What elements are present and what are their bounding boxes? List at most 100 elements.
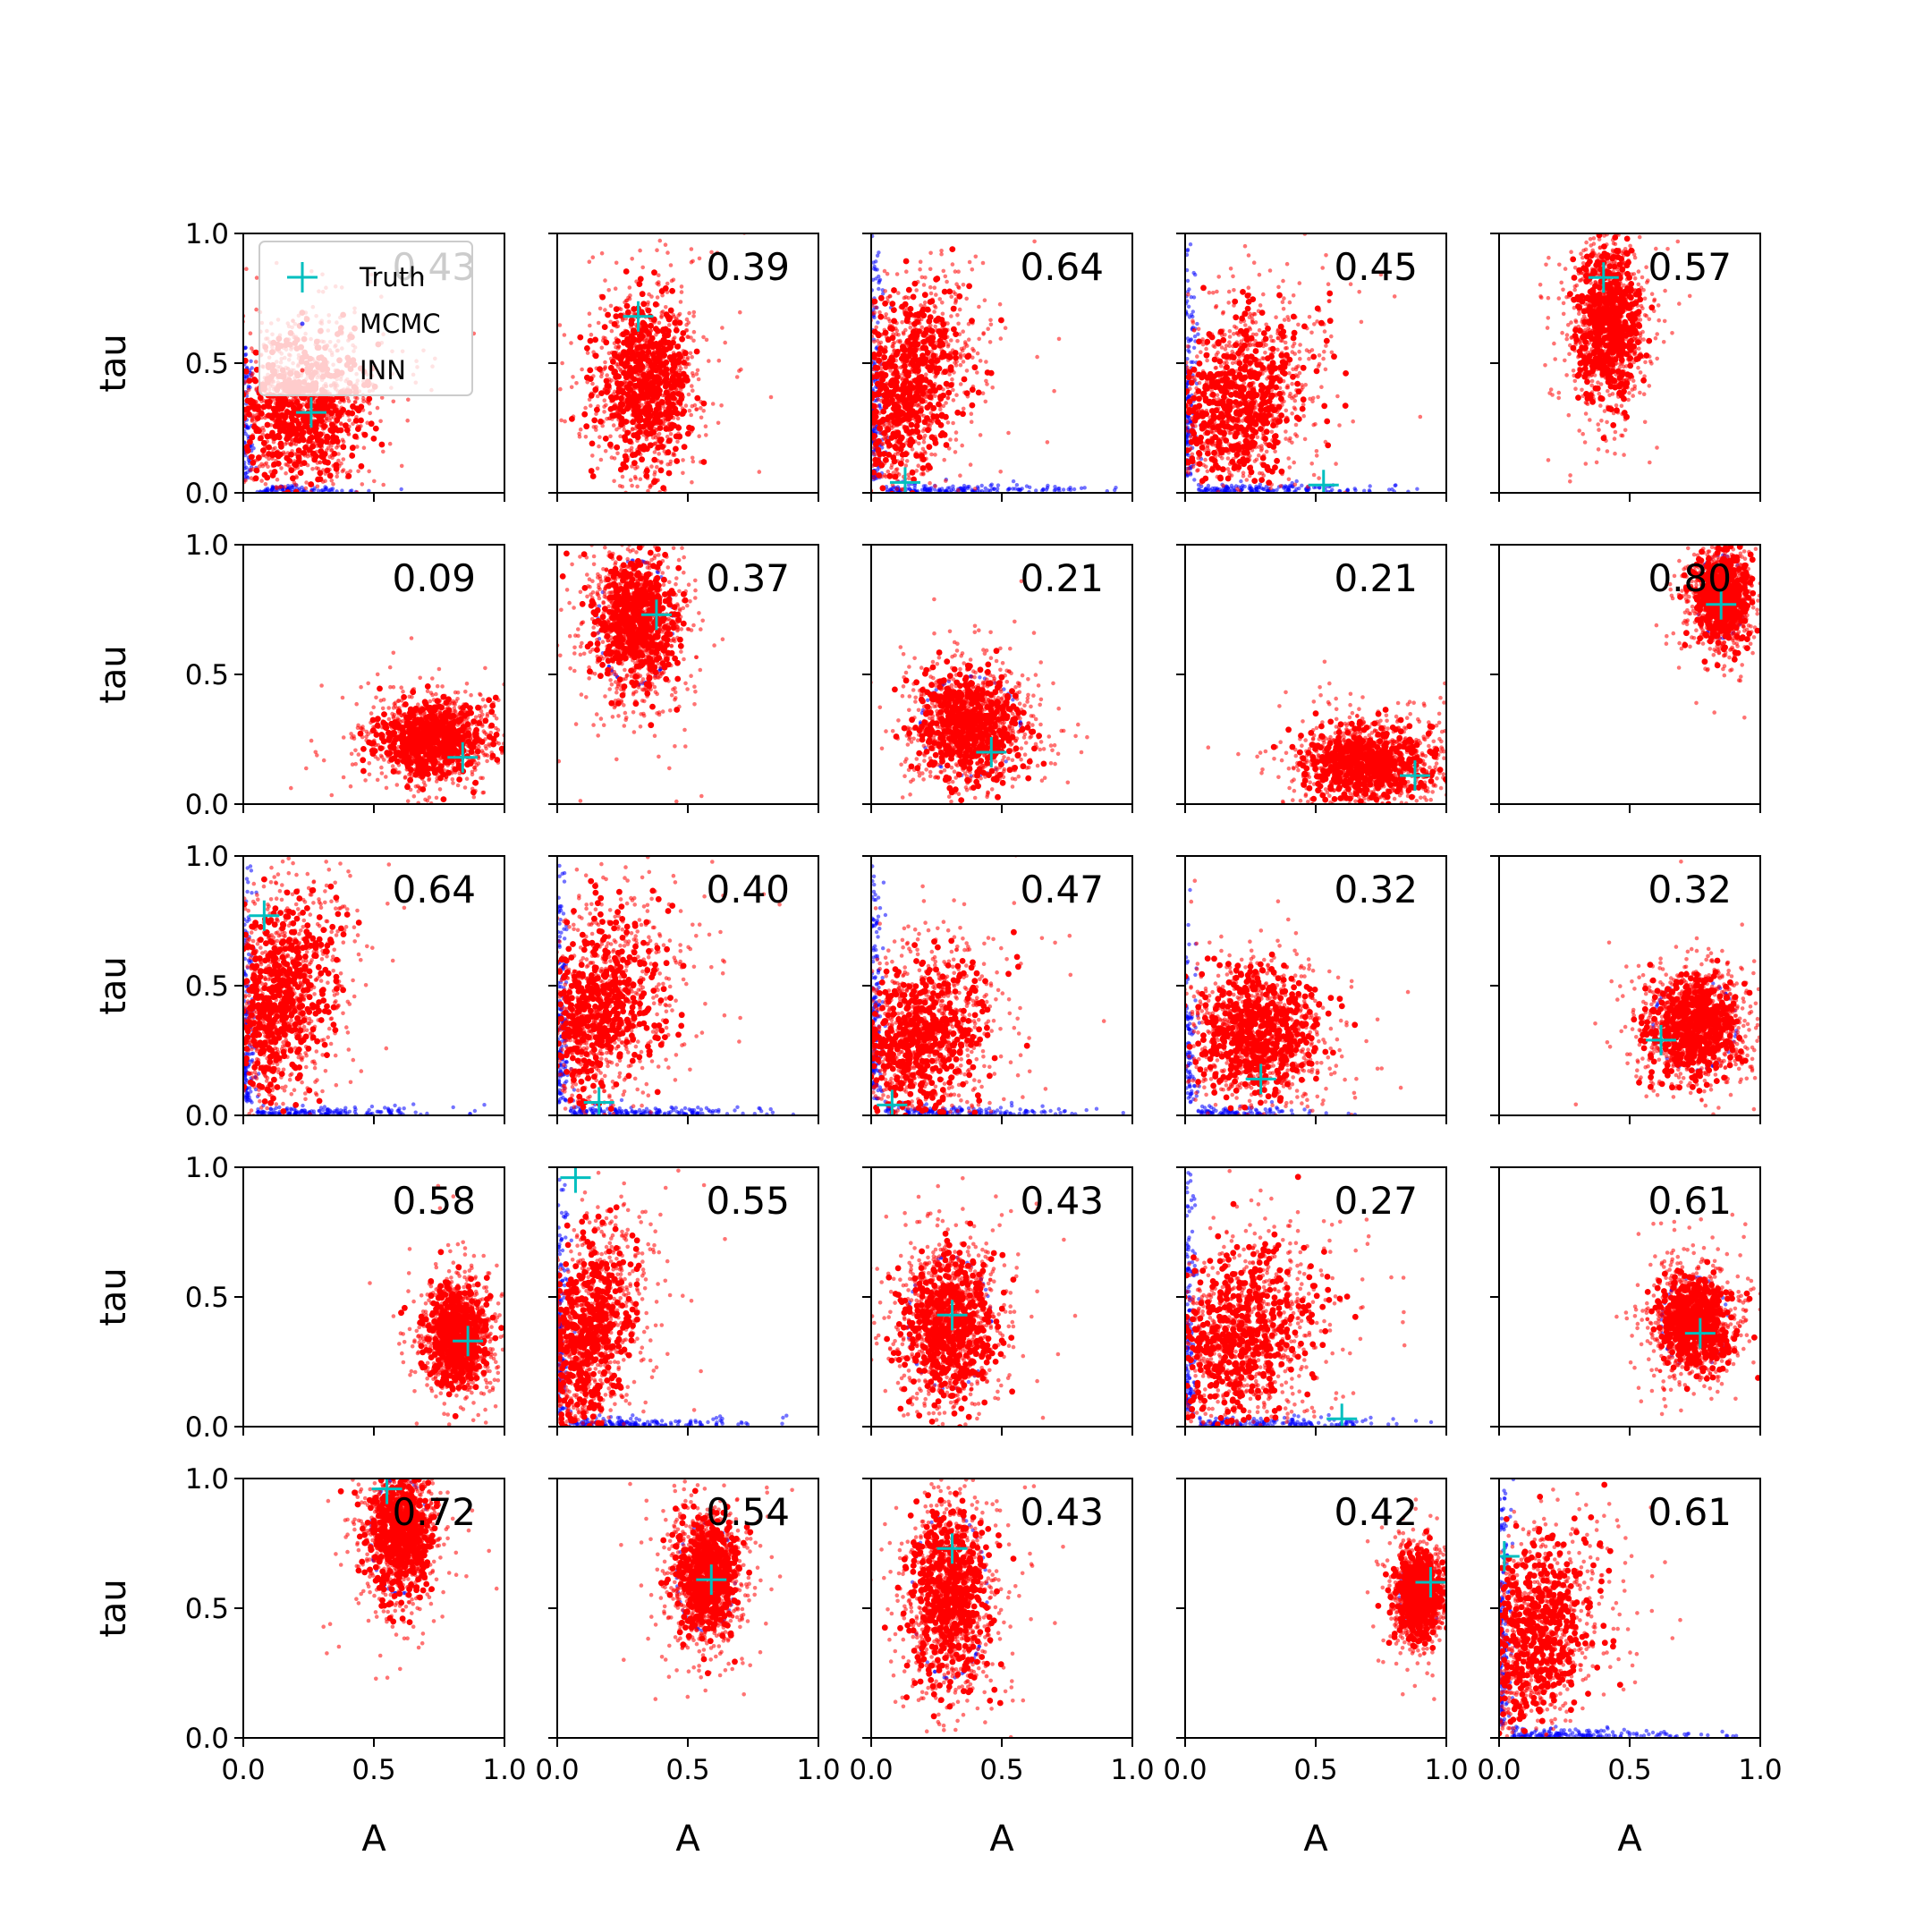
inn-point xyxy=(644,390,651,396)
inn-point xyxy=(709,250,714,255)
inn-point xyxy=(352,418,360,424)
inn-point xyxy=(689,425,695,432)
inn-point xyxy=(621,339,627,346)
inn-point xyxy=(928,298,936,305)
inn-point xyxy=(665,449,672,456)
inn-point xyxy=(277,451,284,458)
mcmc-point xyxy=(1212,488,1216,493)
inn-point xyxy=(329,447,335,453)
inn-point xyxy=(324,467,331,474)
mcmc-point xyxy=(1105,488,1109,493)
mcmc-point xyxy=(246,426,251,430)
inn-point xyxy=(894,332,899,337)
inn-point xyxy=(310,467,315,471)
inn-point xyxy=(649,386,657,394)
inn-point xyxy=(618,421,624,428)
inn-point xyxy=(644,436,649,442)
inn-point xyxy=(641,375,648,382)
mcmc-point xyxy=(1014,483,1020,487)
inn-point xyxy=(657,452,661,456)
inn-point xyxy=(683,403,689,408)
inn-point xyxy=(624,391,631,398)
inn-point xyxy=(254,307,258,312)
inn-point xyxy=(978,433,983,437)
inn-point xyxy=(693,348,700,355)
inn-point xyxy=(308,481,315,487)
mcmc-point xyxy=(987,488,993,493)
inn-point xyxy=(946,354,953,360)
inn-point xyxy=(635,465,640,470)
inn-point xyxy=(673,445,679,453)
inn-point xyxy=(628,355,634,362)
inn-point xyxy=(893,419,900,427)
inn-point xyxy=(597,366,603,372)
inn-point xyxy=(889,301,896,307)
inn-point xyxy=(906,390,913,397)
inn-point xyxy=(889,363,895,369)
mcmc-point xyxy=(945,486,950,490)
mcmc-point xyxy=(1241,483,1245,488)
inn-point xyxy=(406,397,411,402)
inn-point xyxy=(1225,456,1231,461)
inn-point xyxy=(638,477,643,481)
mcmc-point xyxy=(1306,488,1310,493)
mcmc-point xyxy=(877,280,881,285)
inn-point xyxy=(252,475,259,482)
inn-point xyxy=(928,358,935,365)
inn-point xyxy=(617,466,624,473)
inn-point xyxy=(896,438,902,445)
inn-point xyxy=(946,342,951,347)
inn-point xyxy=(953,269,958,274)
inn-point xyxy=(953,437,959,442)
inn-point xyxy=(886,469,891,474)
mcmc-point xyxy=(943,488,948,493)
inn-point xyxy=(643,467,650,474)
mcmc-point xyxy=(877,286,881,292)
inn-point xyxy=(326,402,334,410)
inn-point xyxy=(275,477,280,482)
mcmc-point xyxy=(1046,483,1050,488)
inn-point xyxy=(615,451,620,456)
inn-point xyxy=(574,381,579,386)
inn-point xyxy=(958,355,963,360)
inn-point xyxy=(876,357,883,364)
inn-point xyxy=(594,428,598,432)
inn-point xyxy=(961,376,968,383)
inn-point xyxy=(932,365,939,372)
inn-point xyxy=(694,372,699,377)
inn-point xyxy=(951,398,956,402)
inn-point xyxy=(299,435,305,441)
inn-point xyxy=(358,417,364,424)
inn-point xyxy=(558,386,563,392)
inn-point xyxy=(956,269,961,275)
inn-point xyxy=(615,346,621,351)
inn-point xyxy=(875,331,881,337)
inn-point xyxy=(583,423,590,430)
inn-point xyxy=(949,338,953,343)
inn-point xyxy=(686,392,691,397)
inn-point xyxy=(688,351,693,356)
inn-point xyxy=(646,300,650,305)
inn-point xyxy=(958,473,962,478)
inn-point xyxy=(336,452,341,456)
inn-point xyxy=(660,309,665,314)
inn-point xyxy=(1045,440,1050,445)
inn-point xyxy=(921,283,927,287)
inn-point xyxy=(349,453,356,459)
inn-point xyxy=(898,338,902,343)
inn-point xyxy=(672,319,679,326)
inn-point xyxy=(757,470,762,474)
inn-point xyxy=(355,445,360,449)
mcmc-point xyxy=(1197,487,1201,491)
inn-point xyxy=(925,427,931,434)
mcmc-point xyxy=(983,486,988,491)
inn-point xyxy=(271,434,278,441)
inn-point xyxy=(646,331,652,337)
inn-point xyxy=(928,327,936,335)
inn-point xyxy=(932,309,936,314)
inn-point xyxy=(602,398,607,403)
inn-point xyxy=(248,331,253,336)
inn-point xyxy=(882,301,888,307)
inn-point xyxy=(679,290,684,294)
inn-point xyxy=(961,360,966,364)
